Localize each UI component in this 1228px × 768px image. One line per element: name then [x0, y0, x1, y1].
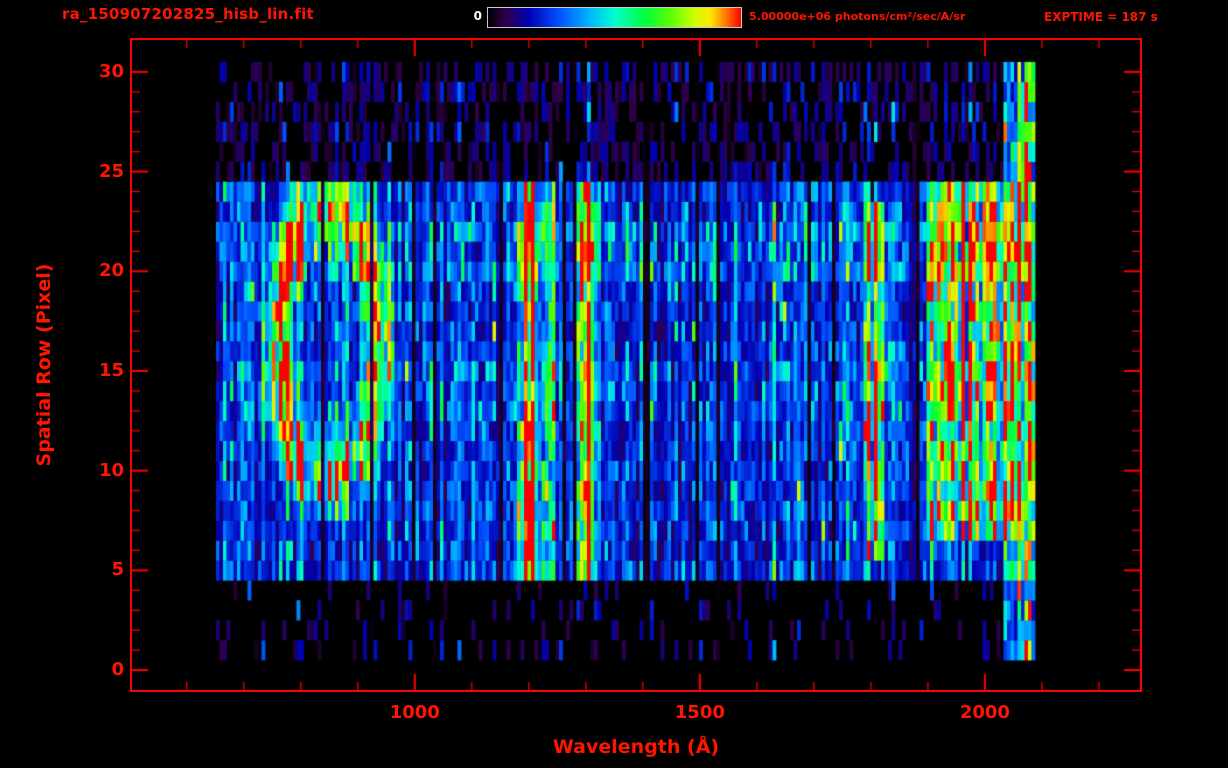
colorbar: [487, 7, 742, 28]
x-axis-title: Wavelength (Å): [552, 736, 720, 758]
exptime-label: EXPTIME = 187 s: [1044, 10, 1158, 24]
y-tick-label: 30: [98, 60, 124, 82]
y-tick-label: 10: [98, 459, 124, 481]
y-tick-label: 25: [98, 160, 124, 182]
filename-label: ra_150907202825_hisb_lin.fit: [62, 5, 314, 23]
heatmap-canvas: [132, 40, 1140, 690]
plot-area: [130, 38, 1142, 692]
y-tick-label: 20: [98, 260, 124, 282]
y-tick-label: 15: [98, 359, 124, 381]
y-axis-title: Spatial Row (Pixel): [33, 263, 55, 467]
y-tick-label: 0: [111, 659, 124, 681]
y-tick-label: 5: [111, 559, 124, 581]
colorbar-max-label: 5.00000e+06 photons/cm²/sec/A/sr: [749, 10, 966, 23]
x-tick-label: 2000: [959, 702, 1010, 723]
x-tick-label: 1500: [674, 702, 725, 723]
x-tick-label: 1000: [389, 702, 440, 723]
colorbar-min-label: 0: [473, 9, 482, 23]
